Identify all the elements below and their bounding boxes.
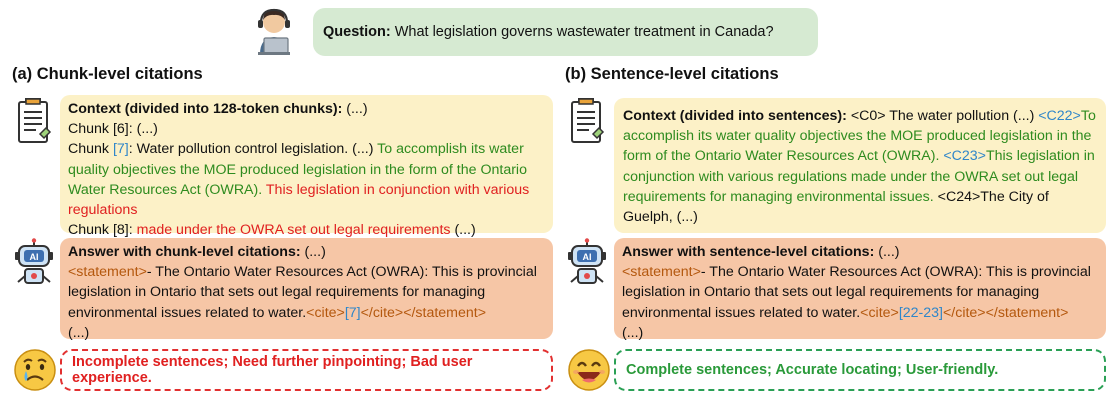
chunk-answer-tail: (...) bbox=[68, 324, 90, 341]
sentence-cite-ref: [22-23] bbox=[898, 304, 943, 321]
chunk-cite-ref: [7] bbox=[344, 304, 361, 321]
sentence-answer-box: Answer with sentence-level citations: (.… bbox=[614, 238, 1106, 341]
document-icon bbox=[14, 98, 54, 146]
sentence-answer-body: - The Ontario Water Resources Act (OWRA)… bbox=[622, 264, 1091, 321]
chunk-context-title: Context (divided into 128-token chunks): bbox=[68, 101, 343, 117]
sentence-answer-tail: (...) bbox=[622, 324, 644, 341]
sentence-answer-title: Answer with sentence-level citations: bbox=[622, 244, 875, 260]
statement-open-tag: <statement> bbox=[622, 264, 701, 281]
chunk-6-line: Chunk [6]: (...) bbox=[68, 121, 158, 138]
chunk-7-prefix: Chunk bbox=[68, 141, 113, 158]
question-box: Question: What legislation governs waste… bbox=[313, 8, 818, 56]
cite-close-tag: </cite></statement> bbox=[360, 304, 487, 321]
chunk-7-ref: [7] bbox=[112, 141, 129, 158]
question-text: What legislation governs wastewater trea… bbox=[390, 24, 774, 40]
sentence-level-verdict: Complete sentences; Accurate locating; U… bbox=[614, 349, 1106, 391]
cite-open-tag: <cite> bbox=[306, 304, 345, 321]
chunk-7-supporting-text: To accomplish its water quality objectiv… bbox=[68, 141, 527, 198]
robot-ai-icon: AI bbox=[14, 238, 54, 288]
sentence-c23-tag: <C23> bbox=[943, 148, 986, 165]
sentence-context-title: Context (divided into sentences): bbox=[623, 108, 847, 124]
chunk-level-verdict-text: Incomplete sentences; Need further pinpo… bbox=[72, 354, 473, 386]
chunk-8-tail: (...) bbox=[450, 222, 476, 239]
sentence-context-box: Context (divided into sentences): <C0> T… bbox=[614, 98, 1106, 233]
sentence-c23-text: This legislation in conjunction with var… bbox=[623, 148, 1095, 205]
sentence-c24: <C24>The City of Guelph, (...) bbox=[623, 188, 1049, 226]
sentence-level-verdict-text: Complete sentences; Accurate locating; U… bbox=[626, 362, 999, 378]
svg-text:AI: AI bbox=[30, 252, 39, 262]
chunk-answer-title-tail: (...) bbox=[300, 244, 326, 260]
chunk-8-prefix: Chunk [8]: bbox=[68, 222, 137, 239]
statement-open-tag: <statement> bbox=[68, 264, 147, 281]
sad-face-icon bbox=[12, 347, 58, 393]
chunk-answer-body: - The Ontario Water Resources Act (OWRA)… bbox=[68, 264, 537, 321]
sentence-answer-title-tail: (...) bbox=[874, 244, 900, 260]
cite-close-tag: </cite></statement> bbox=[943, 304, 1069, 321]
document-icon bbox=[567, 98, 607, 146]
chunk-8-partial-text: made under the OWRA set out legal requir… bbox=[136, 222, 451, 239]
chunk-7-text: : Water pollution control legislation. (… bbox=[128, 141, 378, 158]
chunk-level-verdict: Incomplete sentences; Need further pinpo… bbox=[60, 349, 553, 391]
sentence-c0: <C0> The water pollution (...) bbox=[846, 108, 1039, 124]
sentence-c22-tag: <C22> bbox=[1038, 108, 1081, 124]
chunk-level-heading: (a) Chunk-level citations bbox=[12, 65, 203, 83]
sentence-level-heading: (b) Sentence-level citations bbox=[565, 65, 779, 83]
cite-open-tag: <cite> bbox=[860, 304, 899, 321]
svg-text:AI: AI bbox=[583, 252, 592, 262]
chunk-context-box: Context (divided into 128-token chunks):… bbox=[60, 95, 553, 238]
chunk-7-partial-text: This legislation in conjunction with var… bbox=[68, 181, 530, 219]
chunk-answer-box: Answer with chunk-level citations: (...)… bbox=[60, 238, 553, 341]
sentence-c22-text: To accomplish its water quality objectiv… bbox=[623, 108, 1096, 165]
chunk-answer-title: Answer with chunk-level citations: bbox=[68, 244, 301, 260]
happy-face-icon bbox=[566, 347, 612, 393]
chunk-context-title-tail: (...) bbox=[342, 101, 368, 117]
robot-ai-icon: AI bbox=[567, 238, 607, 288]
user-laptop-icon bbox=[248, 4, 300, 56]
question-label: Question: bbox=[323, 24, 391, 40]
